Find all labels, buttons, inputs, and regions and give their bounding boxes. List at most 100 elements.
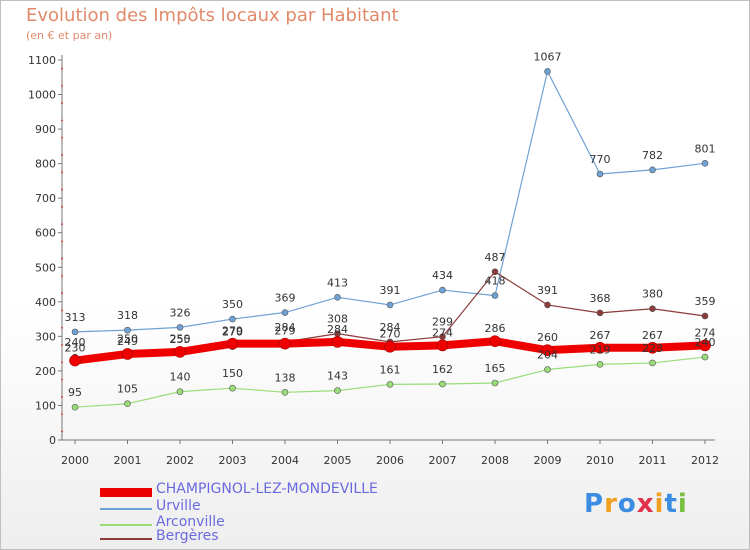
data-point bbox=[596, 309, 604, 317]
y-tick-label: 0 bbox=[49, 434, 56, 447]
data-point bbox=[331, 336, 344, 348]
data-point bbox=[491, 268, 499, 276]
legend-label: Urville bbox=[156, 498, 201, 514]
y-minor-dot bbox=[61, 326, 63, 329]
y-minor-dot bbox=[61, 85, 63, 87]
data-label: 274 bbox=[432, 326, 453, 339]
data-point bbox=[491, 379, 499, 387]
x-tick-label: 2001 bbox=[114, 454, 142, 467]
data-label: 770 bbox=[590, 153, 611, 166]
data-label: 274 bbox=[695, 326, 716, 339]
y-tick-label: 500 bbox=[35, 261, 56, 274]
data-point bbox=[544, 68, 551, 75]
legend-swatch bbox=[100, 524, 152, 526]
y-tick-label: 800 bbox=[35, 158, 56, 171]
data-point bbox=[436, 339, 449, 352]
proxiti-logo: Proxiti bbox=[584, 489, 688, 519]
data-label: 308 bbox=[327, 313, 348, 326]
data-label: 270 bbox=[380, 328, 401, 341]
y-minor-dot bbox=[61, 413, 63, 415]
data-point bbox=[281, 309, 289, 316]
data-point bbox=[279, 337, 291, 350]
y-minor-dot bbox=[61, 275, 63, 277]
data-point bbox=[544, 366, 551, 373]
data-label: 391 bbox=[380, 284, 401, 297]
data-label: 284 bbox=[327, 323, 348, 336]
data-label: 418 bbox=[485, 275, 506, 288]
data-label: 165 bbox=[485, 362, 506, 375]
data-label: 204 bbox=[537, 349, 558, 362]
data-label: 299 bbox=[432, 316, 453, 329]
data-point bbox=[71, 328, 79, 336]
data-point bbox=[229, 315, 236, 323]
data-label: 95 bbox=[68, 386, 82, 399]
y-minor-dot bbox=[61, 361, 63, 364]
data-point bbox=[71, 403, 79, 411]
y-minor-dot bbox=[61, 136, 63, 139]
data-label: 138 bbox=[275, 371, 296, 384]
y-tick-label: 400 bbox=[35, 296, 56, 309]
x-tick-label: 2009 bbox=[534, 454, 562, 467]
data-point bbox=[649, 305, 656, 313]
data-point bbox=[596, 170, 604, 178]
y-tick-label: 900 bbox=[35, 123, 56, 136]
y-minor-dot bbox=[61, 119, 63, 122]
data-label: 487 bbox=[485, 251, 506, 264]
data-point bbox=[701, 312, 709, 320]
y-minor-dot bbox=[61, 292, 63, 295]
y-minor-dot bbox=[61, 344, 63, 346]
data-label: 318 bbox=[117, 309, 138, 322]
data-label: 279 bbox=[275, 325, 296, 338]
data-label: 250 bbox=[170, 333, 191, 346]
data-label: 162 bbox=[432, 363, 453, 376]
data-label: 260 bbox=[537, 331, 558, 344]
data-label: 230 bbox=[65, 342, 86, 355]
data-label: 782 bbox=[642, 149, 663, 162]
data-label: 150 bbox=[222, 367, 243, 380]
data-point bbox=[229, 384, 236, 392]
data-label: 250 bbox=[117, 333, 138, 346]
data-point bbox=[176, 324, 184, 331]
data-point bbox=[491, 292, 499, 299]
data-label: 255 bbox=[170, 333, 191, 346]
data-point bbox=[386, 301, 394, 309]
data-label: 350 bbox=[222, 298, 243, 311]
data-label: 279 bbox=[222, 325, 243, 338]
data-point bbox=[699, 339, 711, 352]
legend-label: Arconville bbox=[156, 514, 225, 530]
data-point bbox=[646, 341, 659, 354]
data-point bbox=[649, 166, 656, 174]
data-label: 143 bbox=[327, 370, 348, 383]
data-label: 1067 bbox=[534, 50, 562, 63]
legend-label: Bergères bbox=[156, 528, 219, 544]
data-point bbox=[174, 346, 186, 358]
legend-swatch bbox=[100, 508, 152, 510]
x-tick-label: 2008 bbox=[481, 454, 509, 467]
y-tick-label: 100 bbox=[35, 399, 56, 412]
data-label: 380 bbox=[642, 288, 663, 301]
y-minor-dot bbox=[61, 102, 63, 105]
y-tick-label: 1100 bbox=[28, 54, 56, 67]
y-minor-dot bbox=[61, 395, 63, 398]
line-chart: 0 100 200 300 400 500 600 700 800 900 1000 1100 2000… bbox=[28, 50, 719, 467]
data-label: 326 bbox=[170, 306, 191, 319]
data-label: 434 bbox=[432, 269, 453, 282]
y-minor-dot bbox=[61, 223, 63, 225]
y-minor-dot bbox=[61, 240, 63, 243]
y-tick-label: 1000 bbox=[28, 89, 56, 102]
data-point bbox=[489, 335, 501, 348]
data-point bbox=[386, 381, 394, 388]
data-point bbox=[541, 344, 554, 356]
data-point bbox=[124, 326, 131, 334]
data-point bbox=[701, 353, 709, 361]
data-point bbox=[594, 341, 606, 354]
data-label: 368 bbox=[590, 292, 611, 305]
data-point bbox=[226, 337, 239, 350]
data-label: 284 bbox=[380, 321, 401, 334]
data-label: 219 bbox=[590, 343, 611, 356]
data-label: 240 bbox=[695, 336, 716, 349]
y-minor-dot bbox=[61, 171, 63, 174]
data-label: 286 bbox=[485, 322, 506, 335]
data-label: 105 bbox=[117, 383, 138, 396]
